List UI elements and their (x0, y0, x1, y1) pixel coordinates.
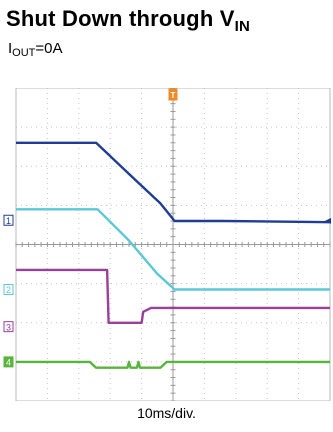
subtitle-main: I (8, 40, 13, 57)
chart-title: Shut Down through VIN (6, 6, 250, 35)
channel-marker-1: 1 (6, 216, 11, 226)
plot-traces (16, 141, 331, 369)
chart-subtitle: IOUT=0A (8, 40, 63, 59)
chart-title-subscript: IN (234, 18, 251, 35)
channel-marker-4: 4 (6, 357, 11, 367)
channel-marker-3: 3 (6, 322, 11, 332)
channel-marker-box (3, 283, 14, 295)
trace-channel-4 (16, 360, 330, 369)
trigger-marker: T (171, 91, 176, 100)
chart-title-main: Shut Down through V (6, 6, 235, 31)
subtitle-subscript: OUT (12, 47, 36, 59)
trace-channel-1 (16, 141, 331, 224)
plot-markers: 1 2 3 4 T ◂ (3, 88, 331, 368)
oscilloscope-plot: 1 2 3 4 T ◂ (0, 88, 333, 401)
subtitle-value: =0A (35, 40, 63, 57)
channel-marker-box (3, 356, 14, 368)
trigger-marker-box (168, 88, 178, 101)
trace-channel-3 (16, 268, 330, 325)
x-axis-label: 10ms/div. (137, 405, 196, 421)
trace-channel-2 (16, 208, 330, 291)
channel-marker-box (3, 321, 14, 333)
channel-marker-box (3, 214, 14, 226)
channel-marker-2: 2 (6, 285, 11, 295)
plot-grid (15, 88, 331, 401)
trigger-level-marker: ◂ (325, 213, 331, 227)
